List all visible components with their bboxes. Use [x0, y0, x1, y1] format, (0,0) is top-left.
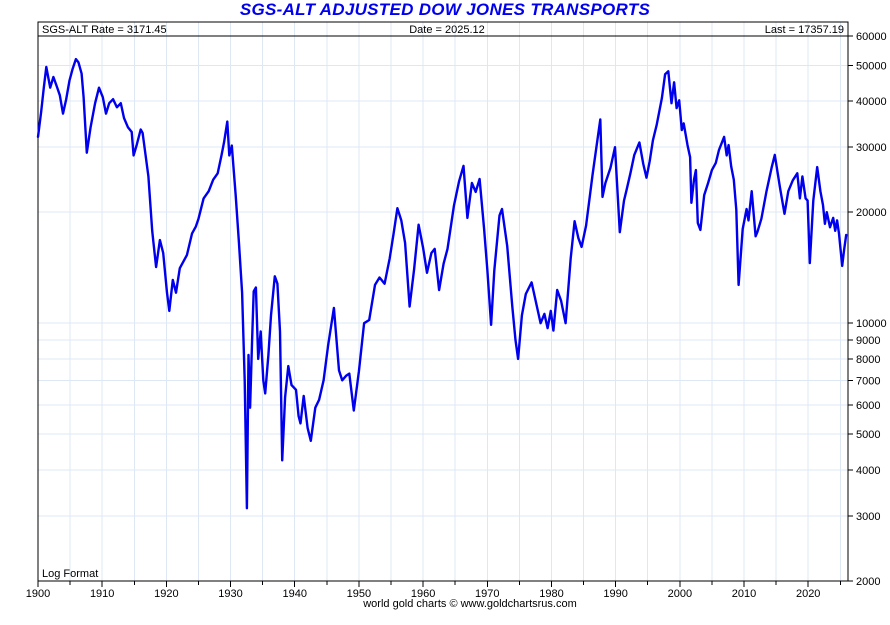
log-format-label: Log Format: [42, 568, 98, 580]
x-tick-label: 1980: [539, 588, 563, 600]
y-tick-label: 50000: [856, 60, 887, 72]
x-axis-ticks: 1900 1910 1920 1930 1940 1950 1960 1970 1980 1990…: [26, 581, 841, 600]
x-tick-label: 1910: [90, 588, 114, 600]
y-axis-ticks: 2000 3000 4000 5000 6000 7000 8000 9000 10000 200…: [848, 31, 887, 588]
x-tick-label: 2010: [732, 588, 756, 600]
y-tick-label: 9000: [856, 335, 880, 347]
y-tick-label: 4000: [856, 465, 880, 477]
y-tick-label: 20000: [856, 207, 887, 219]
header-last-label: Last = 17357.19: [765, 24, 844, 36]
y-tick-label: 6000: [856, 400, 880, 412]
y-tick-label: 3000: [856, 511, 880, 523]
x-tick-label: 2020: [796, 588, 820, 600]
gridlines: [38, 22, 848, 582]
footer-credit: world gold charts © www.goldchartsrus.co…: [363, 598, 577, 610]
chart-title: SGS-ALT ADJUSTED DOW JONES TRANSPORTS: [239, 0, 651, 19]
x-tick-label: 1900: [26, 588, 50, 600]
y-tick-label: 40000: [856, 96, 887, 108]
x-tick-label: 1990: [603, 588, 627, 600]
x-tick-label: 1930: [218, 588, 242, 600]
x-tick-label: 1960: [411, 588, 435, 600]
y-tick-label: 5000: [856, 429, 880, 441]
y-tick-label: 60000: [856, 31, 887, 43]
y-tick-label: 2000: [856, 576, 880, 588]
price-line: [36, 57, 848, 510]
header-rate-label: SGS-ALT Rate = 3171.45: [42, 24, 167, 36]
header-date-label: Date = 2025.12: [409, 24, 485, 36]
x-tick-label: 1970: [475, 588, 499, 600]
x-tick-label: 1950: [347, 588, 371, 600]
x-tick-label: 1920: [154, 588, 178, 600]
y-tick-label: 30000: [856, 142, 887, 154]
x-tick-label: 2000: [668, 588, 692, 600]
y-tick-label: 7000: [856, 375, 880, 387]
y-tick-label: 10000: [856, 318, 887, 330]
series-line-transports: [36, 57, 848, 510]
y-tick-label: 8000: [856, 354, 880, 366]
frame-rect: [37, 21, 849, 582]
plot-frame: [37, 21, 849, 582]
x-tick-label: 1940: [282, 588, 306, 600]
